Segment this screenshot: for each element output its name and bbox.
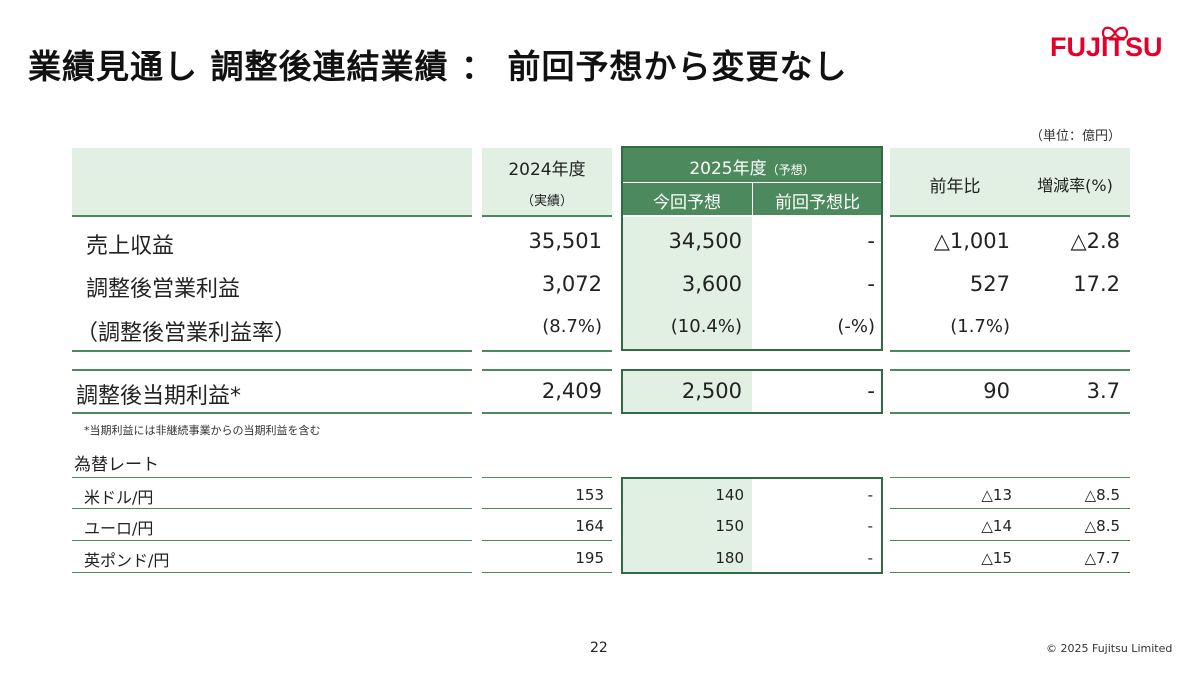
fx-line bbox=[482, 572, 612, 573]
fx-fy2024: 195 bbox=[575, 549, 604, 567]
fx-vs-prev: - bbox=[867, 486, 873, 504]
net-top-line bbox=[890, 369, 1130, 371]
header-line-yoy bbox=[890, 215, 1130, 217]
header-current-forecast: 今回予想 bbox=[653, 193, 721, 213]
net-bottom-line bbox=[72, 412, 472, 414]
cell-vs-prev: - bbox=[867, 272, 875, 296]
cell-current: 34,500 bbox=[668, 229, 742, 253]
fx-yoy: △14 bbox=[981, 517, 1012, 535]
fx-rate: △8.5 bbox=[1084, 517, 1120, 535]
fx-line bbox=[890, 508, 1130, 509]
fx-yoy: △13 bbox=[981, 486, 1012, 504]
fx-line bbox=[72, 508, 472, 509]
cell-vs-prev: - bbox=[867, 379, 875, 403]
fx-line bbox=[890, 477, 1130, 478]
fx-line bbox=[890, 540, 1130, 541]
unit-label: （単位：億円） bbox=[1030, 129, 1122, 144]
fx-line bbox=[72, 477, 472, 478]
fx-rate: △8.5 bbox=[1084, 486, 1120, 504]
row-label: 調整後当期利益* bbox=[76, 384, 242, 409]
cell-vs-prev: - bbox=[867, 229, 875, 253]
cell-current: (10.4%) bbox=[670, 316, 742, 337]
fx-fy2024: 164 bbox=[575, 517, 604, 535]
cell-yoy: 90 bbox=[983, 379, 1010, 403]
header-divider-h bbox=[622, 182, 882, 183]
footnote: *当期利益には非継続事業からの当期利益を含む bbox=[84, 424, 321, 437]
fx-vs-prev: - bbox=[867, 549, 873, 567]
net-current-bg bbox=[622, 371, 752, 412]
cell-yoy: 527 bbox=[969, 272, 1010, 296]
header-line-label bbox=[72, 215, 472, 217]
cell-fy2024: 2,409 bbox=[541, 379, 602, 403]
section-line bbox=[482, 350, 612, 352]
header-change-rate: 増減率(%) bbox=[1037, 176, 1113, 195]
cell-fy2024: 3,072 bbox=[541, 272, 602, 296]
cell-rate: △2.8 bbox=[1070, 229, 1120, 253]
header-bg-label bbox=[72, 148, 472, 215]
cell-current: 2,500 bbox=[681, 379, 742, 403]
fx-line bbox=[890, 572, 1130, 573]
infinity-logo-icon bbox=[1101, 26, 1129, 40]
header-fy2025: 2025年度（予想） bbox=[622, 154, 882, 179]
page-title: 業績見通し 調整後連結業績 ： 前回予想から変更なし bbox=[28, 47, 848, 86]
net-top-line bbox=[72, 369, 472, 371]
row-label: 売上収益 bbox=[86, 234, 175, 259]
header-yoy: 前年比 bbox=[929, 177, 981, 197]
header-vs-previous: 前回予想比 bbox=[775, 193, 860, 213]
section-line bbox=[72, 350, 472, 352]
fx-fy2024: 153 bbox=[575, 486, 604, 504]
cell-current: 3,600 bbox=[681, 272, 742, 296]
page-number: 22 bbox=[590, 640, 608, 656]
fx-line bbox=[72, 540, 472, 541]
header-fy2025-label: 2025年度 bbox=[689, 159, 767, 179]
cell-rate: 17.2 bbox=[1073, 272, 1120, 296]
header-line-fy2024 bbox=[482, 215, 612, 217]
section-line bbox=[890, 350, 1130, 352]
fx-line bbox=[482, 508, 612, 509]
cell-rate: 3.7 bbox=[1086, 379, 1120, 403]
fujitsu-logo: FUJITSU bbox=[1040, 22, 1180, 82]
fx-line bbox=[482, 540, 612, 541]
fx-vs-prev: - bbox=[867, 517, 873, 535]
header-fy2024-sub: （実績） bbox=[520, 194, 573, 209]
fx-label: 米ドル/円 bbox=[84, 488, 154, 507]
header-fy2025-sub: （予想） bbox=[766, 163, 815, 177]
fx-label: 英ポンド/円 bbox=[84, 551, 170, 570]
fx-yoy: △15 bbox=[981, 549, 1012, 567]
cell-fy2024: 35,501 bbox=[528, 229, 602, 253]
cell-vs-prev: (-%) bbox=[837, 316, 875, 337]
row-label: （調整後営業利益率） bbox=[76, 321, 297, 346]
fx-section-title: 為替レート bbox=[74, 455, 159, 475]
net-top-line bbox=[482, 369, 612, 371]
fx-current: 150 bbox=[715, 517, 744, 535]
cell-yoy: (1.7%) bbox=[950, 316, 1010, 337]
fx-line bbox=[482, 477, 612, 478]
net-bottom-line bbox=[482, 412, 612, 414]
header-divider bbox=[752, 182, 753, 215]
cell-fy2024: (8.7%) bbox=[542, 316, 602, 337]
fx-line bbox=[72, 572, 472, 573]
cell-yoy: △1,001 bbox=[933, 229, 1010, 253]
fx-label: ユーロ/円 bbox=[84, 519, 154, 538]
header-bg-yoy bbox=[890, 148, 1130, 215]
copyright: © 2025 Fujitsu Limited bbox=[1046, 642, 1173, 655]
fx-rate: △7.7 bbox=[1084, 549, 1120, 567]
net-bottom-line bbox=[890, 412, 1130, 414]
header-fy2024: 2024年度 bbox=[508, 160, 586, 180]
fx-current: 180 bbox=[715, 549, 744, 567]
logo-text: FUJITSU bbox=[1050, 32, 1163, 62]
fx-current-bg bbox=[622, 478, 752, 572]
header-bg-fy2024 bbox=[482, 148, 612, 215]
fx-current: 140 bbox=[715, 486, 744, 504]
current-column-bg bbox=[622, 217, 752, 350]
row-label: 調整後営業利益 bbox=[86, 277, 241, 302]
